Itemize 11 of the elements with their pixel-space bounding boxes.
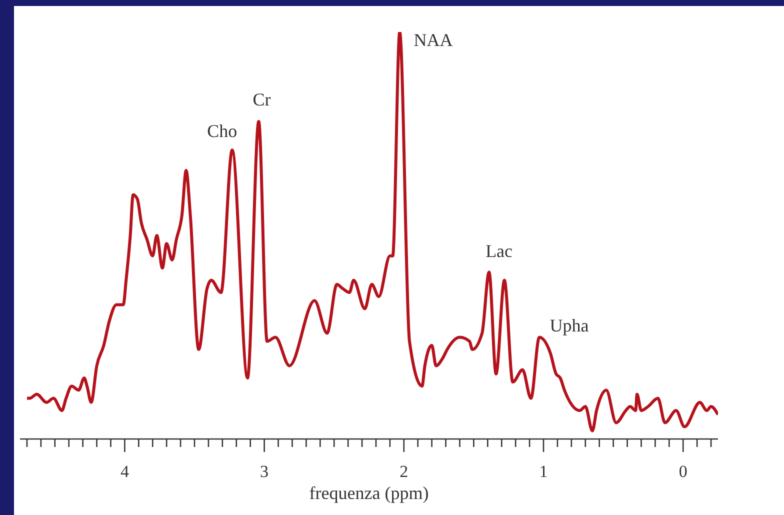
annotation: Cr [252, 90, 271, 110]
annotation: Upha [550, 315, 589, 336]
annotation: Cho [207, 121, 238, 142]
annotation: Lac [486, 241, 513, 262]
x-tick-label: 4 [120, 462, 130, 481]
x-tick-label: 3 [260, 462, 269, 481]
x-tick-label: 0 [678, 462, 688, 481]
annotation: NAA [414, 30, 453, 50]
x-axis-title: frequenza (ppm) [309, 483, 429, 503]
x-tick-label: 1 [539, 462, 548, 481]
x-tick-label: 2 [400, 462, 408, 481]
